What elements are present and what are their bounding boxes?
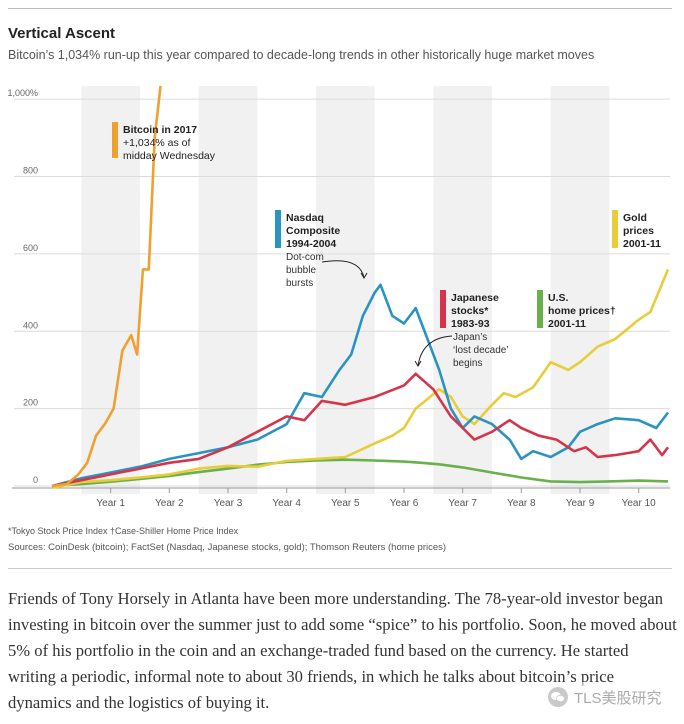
x-tick-label: Year 6 (390, 498, 419, 509)
series-label-bar (112, 122, 118, 158)
series-label-text: U.S. (548, 292, 569, 304)
series-label-text: Gold (623, 212, 647, 224)
annotation-text: bubble (286, 265, 316, 276)
chart-title: Vertical Ascent (8, 25, 115, 42)
series-label-bar (275, 210, 281, 248)
article-paragraph: Friends of Tony Horsely in Atlanta have … (8, 589, 677, 712)
x-tick-label: Year 8 (507, 498, 536, 509)
y-tick-label: 1,000% (7, 88, 38, 98)
series-label-text: Japanese (451, 292, 499, 304)
x-tick-label: Year 9 (566, 498, 595, 509)
x-tick-label: Year 1 (96, 498, 125, 509)
line-chart: 0 200 400 600 800 1,000% Year 1 Year 2 Year 3 Yea… (7, 85, 670, 509)
y-tick-label: 200 (23, 398, 38, 408)
y-tick-label: 600 (23, 243, 38, 253)
chart-subtitle: Bitcoin’s 1,034% run-up this year compar… (8, 48, 595, 62)
series-label-text: 2001-11 (623, 238, 661, 250)
annotation-text: ‘lost decade’ (453, 345, 509, 356)
x-tick-label: Year 5 (331, 498, 360, 509)
x-tick-label: Year 4 (272, 498, 301, 509)
dot-com-arrow-head (360, 272, 368, 279)
annotation-text: Dot-com (286, 252, 324, 263)
series-label-text: 1983-93 (451, 318, 490, 330)
lost-decade-arrow-head (414, 360, 422, 367)
x-tick-label: Year 10 (622, 498, 657, 509)
y-tick-label: 800 (23, 166, 38, 176)
series-label-text: 2001-11 (548, 318, 586, 330)
series-label-text: stocks* (451, 305, 489, 317)
wechat-icon (548, 687, 568, 707)
y-tick-label: 400 (23, 320, 38, 330)
year-band (198, 86, 258, 494)
watermark-text: TLS美股研究 (574, 689, 662, 707)
series-line-bitcoin-in-2017 (51, 85, 162, 488)
series-label-text: prices (623, 225, 654, 237)
year-band (81, 86, 140, 494)
lost-decade-arrow (417, 335, 453, 367)
year-band (550, 86, 610, 494)
sources: Sources: CoinDesk (bitcoin); FactSet (Na… (8, 542, 447, 553)
x-tick-label: Year 3 (214, 498, 243, 509)
series-label-text: +1,034% as of (123, 137, 191, 149)
annotation-text: bursts (286, 278, 313, 289)
series-line-gold-prices-2001-11 (51, 268, 670, 490)
top-rule (8, 8, 672, 9)
series-label-bar (612, 210, 618, 248)
series-label-text: midday Wednesday (123, 150, 216, 162)
y-tick-label: 0 (33, 475, 38, 485)
annotation-text: begins (453, 358, 482, 369)
series-label-text: Nasdaq (286, 212, 324, 224)
series-line-japanese-stocks-1983-93 (51, 372, 670, 488)
series-label-text: Bitcoin in 2017 (123, 124, 197, 136)
dot-com-arrow (321, 260, 365, 279)
year-band (316, 86, 375, 494)
series-label-text: 1994-2004 (286, 238, 336, 250)
bottom-rule (8, 568, 672, 569)
series-label-text: home prices† (548, 305, 616, 317)
x-tick-label: Year 7 (448, 498, 477, 509)
series-label-text: Composite (286, 225, 340, 237)
series-label-bar (440, 290, 446, 328)
x-tick-label: Year 2 (155, 498, 184, 509)
series-label-bar (537, 290, 543, 328)
footnote: *Tokyo Stock Price Index †Case-Shiller H… (8, 526, 239, 536)
series-line-u-s-home-prices-2001-11 (51, 458, 669, 488)
annotation-text: Japan’s (453, 332, 487, 343)
watermark: TLS美股研究 (548, 682, 676, 712)
